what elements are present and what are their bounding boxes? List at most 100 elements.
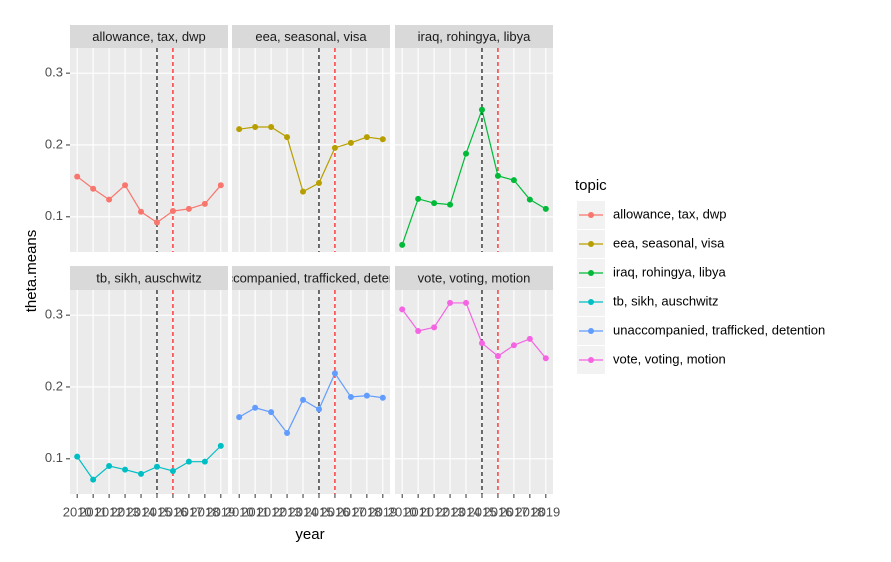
legend-point	[588, 357, 594, 363]
x-tick-label: 2019	[206, 504, 235, 519]
legend-point	[588, 299, 594, 305]
data-point	[201, 200, 208, 207]
data-point	[90, 185, 97, 192]
x-tick-label: 2018	[352, 504, 381, 519]
data-point	[217, 442, 224, 449]
data-point	[363, 392, 370, 399]
x-tick-label: 2018	[190, 504, 219, 519]
x-tick-label: 2017	[336, 504, 365, 519]
data-point	[252, 124, 259, 131]
strip-label: vote, voting, motion	[418, 270, 531, 285]
data-point	[510, 177, 517, 184]
x-tick-label: 2011	[404, 504, 432, 519]
series-line	[76, 176, 222, 224]
data-point	[415, 327, 422, 334]
x-tick-label: 2010	[63, 504, 92, 519]
panel-background	[395, 48, 553, 252]
data-point	[138, 470, 145, 477]
data-point	[331, 370, 338, 377]
legend-label: vote, voting, motion	[613, 351, 726, 366]
data-point	[315, 180, 322, 187]
data-point	[379, 136, 386, 143]
data-point	[185, 458, 192, 465]
strip-label: iraq, rohingya, libya	[418, 29, 531, 44]
strip-background	[395, 25, 553, 48]
data-point	[399, 306, 406, 313]
strip-background	[70, 25, 228, 48]
data-point	[347, 394, 354, 401]
data-point	[153, 219, 160, 226]
data-point	[494, 353, 501, 360]
x-tick-label: 2016	[158, 504, 187, 519]
data-point	[300, 396, 307, 403]
legend-point	[588, 212, 594, 218]
data-point	[284, 429, 291, 436]
data-point	[138, 208, 145, 215]
strip-label: allowance, tax, dwp	[92, 29, 205, 44]
panel-background	[70, 290, 228, 494]
data-point	[447, 299, 454, 306]
data-point	[415, 195, 422, 202]
data-point	[169, 208, 176, 215]
data-point	[347, 139, 354, 146]
data-point	[542, 355, 549, 362]
x-tick-label: 2019	[531, 504, 560, 519]
x-tick-label: 2017	[499, 504, 528, 519]
strip-background	[70, 266, 228, 290]
data-point	[399, 241, 406, 248]
x-tick-label: 2010	[225, 504, 254, 519]
legend-label: iraq, rohingya, libya	[613, 264, 726, 279]
x-tick-label: 2015	[468, 504, 497, 519]
y-tick-label: 0.1	[45, 450, 63, 465]
data-point	[478, 340, 485, 347]
series-line	[401, 107, 547, 246]
legend-label: allowance, tax, dwp	[613, 206, 726, 221]
data-point	[315, 406, 322, 413]
panel-background	[70, 48, 228, 252]
data-point	[542, 205, 549, 212]
y-tick-label: 0.1	[45, 208, 63, 223]
x-tick-label: 2011	[241, 504, 269, 519]
x-tick-label: 2015	[143, 504, 172, 519]
legend-point	[588, 241, 594, 247]
x-tick-label: 2018	[515, 504, 544, 519]
x-tick-label: 2015	[305, 504, 334, 519]
x-tick-label: 2013	[436, 504, 465, 519]
data-point	[494, 172, 501, 179]
strip-background	[395, 266, 553, 290]
legend-point	[588, 270, 594, 276]
strip-label: tb, sikh, auschwitz	[96, 270, 202, 285]
data-point	[268, 409, 275, 416]
data-point	[106, 462, 113, 469]
data-point	[463, 299, 470, 306]
legend-label: eea, seasonal, visa	[613, 235, 725, 250]
x-tick-label: 2012	[257, 504, 286, 519]
x-tick-label: 2013	[273, 504, 302, 519]
data-point	[252, 404, 259, 411]
data-point	[431, 200, 438, 207]
panel-background	[232, 290, 390, 494]
x-tick-label: 2014	[452, 504, 481, 519]
strip-background	[232, 25, 390, 48]
data-point	[122, 466, 129, 473]
y-tick-label: 0.3	[45, 307, 63, 322]
strip-background	[232, 266, 390, 290]
data-point	[447, 201, 454, 208]
data-point	[363, 134, 370, 141]
x-tick-label: 2016	[320, 504, 349, 519]
data-point	[122, 182, 129, 189]
x-tick-label: 2014	[289, 504, 318, 519]
panel-background	[395, 290, 553, 494]
data-point	[331, 144, 338, 151]
data-point	[478, 106, 485, 113]
data-point	[510, 342, 517, 349]
legend-label: tb, sikh, auschwitz	[613, 293, 719, 308]
series-line	[401, 302, 547, 359]
data-point	[236, 414, 243, 421]
y-tick-label: 0.2	[45, 378, 63, 393]
data-point	[431, 324, 438, 331]
y-tick-label: 0.2	[45, 136, 63, 151]
data-point	[463, 150, 470, 157]
data-point	[526, 196, 533, 203]
panel-background	[232, 48, 390, 252]
